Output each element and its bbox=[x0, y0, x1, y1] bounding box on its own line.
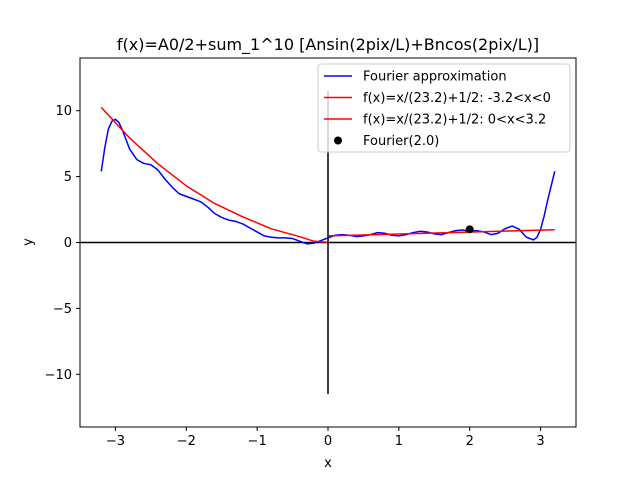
series-line-1 bbox=[100, 106, 328, 243]
point-marker-0 bbox=[465, 225, 474, 234]
legend-entry-label: Fourier(2.0) bbox=[363, 134, 439, 149]
x-tick-label: −2 bbox=[177, 434, 196, 449]
series-line-0 bbox=[100, 118, 556, 245]
y-tick-label: 10 bbox=[55, 104, 72, 119]
legend-entry-label: f(x)=x/(23.2)+1/2: -3.2<x<0 bbox=[363, 91, 551, 106]
x-axis-label: x bbox=[324, 456, 332, 471]
legend-entry-label: Fourier approximation bbox=[363, 70, 507, 85]
y-tick-label: 0 bbox=[64, 236, 72, 251]
legend-swatch bbox=[334, 136, 342, 145]
x-tick-label: 1 bbox=[395, 434, 403, 449]
legend: Fourier approximation f(x)=x/(23.2)+1/2: … bbox=[317, 63, 571, 153]
y-axis-ticks: −10 −5 0 5 10 bbox=[45, 104, 80, 383]
legend-box bbox=[317, 63, 571, 153]
y-tick-label: 5 bbox=[64, 170, 72, 185]
series-layer bbox=[100, 106, 556, 245]
y-tick-label: −5 bbox=[53, 302, 72, 317]
points-layer bbox=[465, 225, 474, 234]
x-tick-label: 0 bbox=[324, 434, 332, 449]
chart-title: f(x)=A0/2+sum_1^10 [Ansin(2pix/L)+Bncos(… bbox=[117, 35, 539, 55]
x-tick-label: 3 bbox=[536, 434, 544, 449]
y-tick-label: −10 bbox=[45, 368, 72, 383]
series-line-2 bbox=[328, 228, 555, 237]
y-axis-label: y bbox=[21, 238, 36, 246]
x-tick-label: −1 bbox=[248, 434, 267, 449]
x-tick-label: −3 bbox=[106, 434, 125, 449]
legend-entry-label: f(x)=x/(23.2)+1/2: 0<x<3.2 bbox=[363, 113, 546, 128]
x-tick-label: 2 bbox=[466, 434, 474, 449]
x-axis-ticks: −3 −2 −1 0 1 2 3 bbox=[106, 427, 545, 449]
